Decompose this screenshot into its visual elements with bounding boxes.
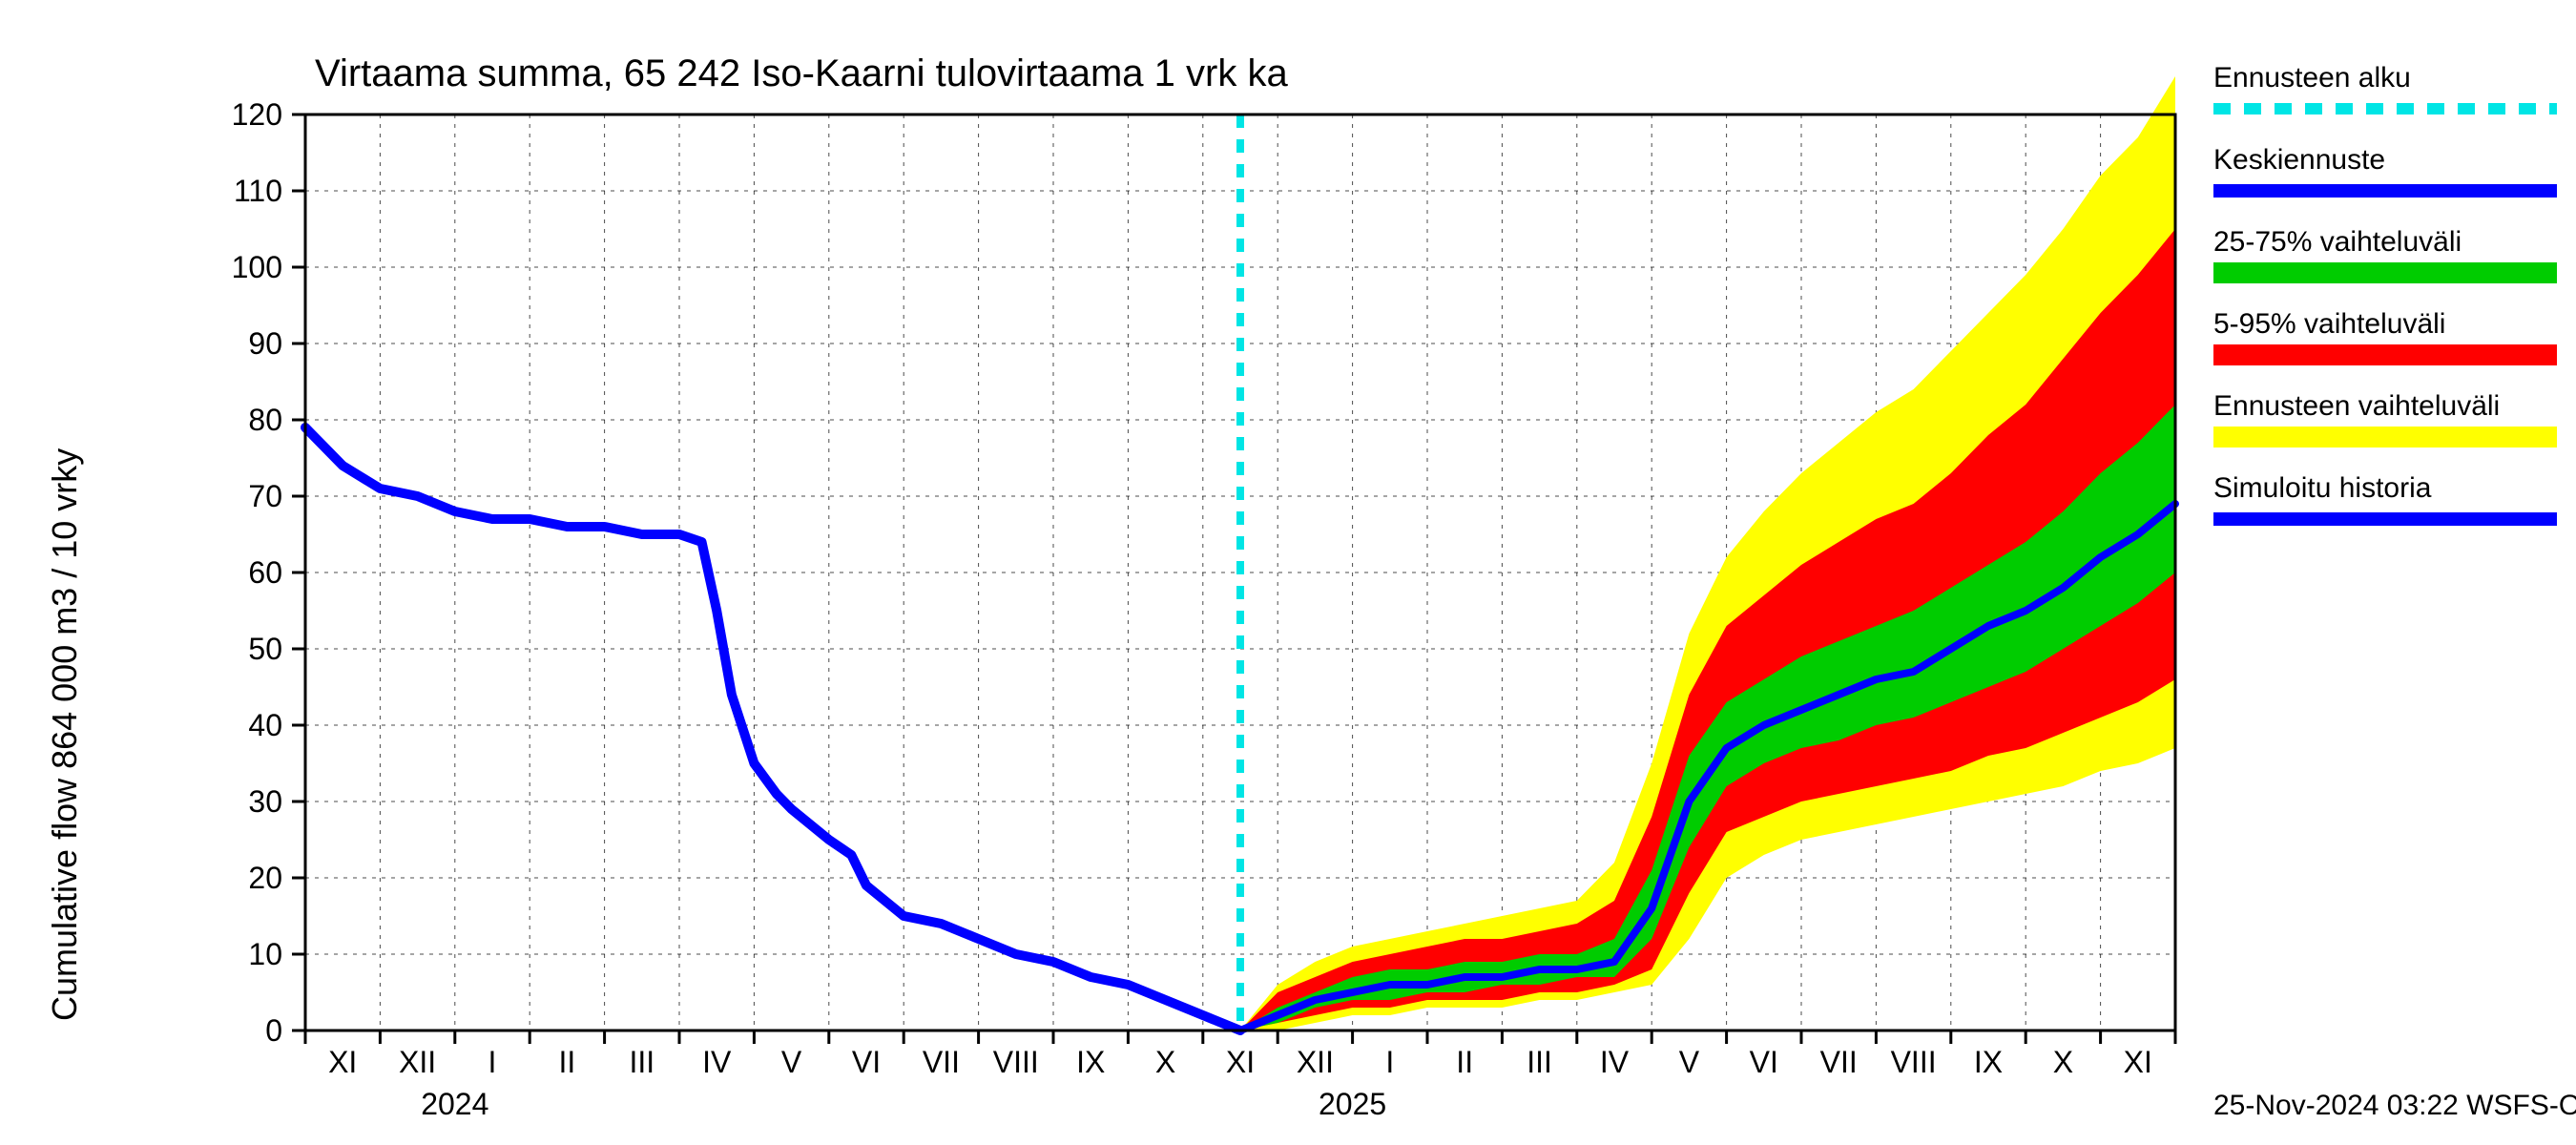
- x-month-label: XII: [1297, 1045, 1334, 1079]
- x-month-label: VIII: [1891, 1045, 1937, 1079]
- x-month-label: IV: [702, 1045, 732, 1079]
- chart-svg: 0102030405060708090100110120XIXIIIIIIIII…: [0, 0, 2576, 1145]
- legend-label: Simuloitu historia: [2213, 472, 2432, 504]
- x-month-label: IX: [1076, 1045, 1105, 1079]
- x-month-label: II: [1456, 1045, 1473, 1079]
- x-month-label: X: [1155, 1045, 1175, 1079]
- x-month-label: V: [1679, 1045, 1700, 1079]
- x-month-label: IV: [1600, 1045, 1630, 1079]
- x-month-label: VII: [1820, 1045, 1858, 1079]
- footer-timestamp: 25-Nov-2024 03:22 WSFS-O: [2213, 1090, 2576, 1121]
- y-tick-label: 60: [248, 555, 282, 590]
- legend-label: Ennusteen vaihteluväli: [2213, 390, 2500, 422]
- cumulative-flow-chart: { "chart": { "type": "fan-chart", "title…: [0, 0, 2576, 1145]
- y-tick-label: 50: [248, 632, 282, 666]
- x-month-label: VIII: [993, 1045, 1039, 1079]
- legend-swatch: [2213, 427, 2557, 448]
- x-month-label: I: [1385, 1045, 1394, 1079]
- legend-label: Keskiennuste: [2213, 144, 2385, 176]
- x-month-label: XII: [399, 1045, 436, 1079]
- x-month-label: IX: [1974, 1045, 2003, 1079]
- y-tick-label: 80: [248, 403, 282, 437]
- x-month-label: VI: [852, 1045, 881, 1079]
- y-tick-label: 110: [234, 174, 282, 208]
- x-month-label: III: [1527, 1045, 1552, 1079]
- x-month-label: XI: [328, 1045, 357, 1079]
- y-tick-label: 40: [248, 708, 282, 742]
- x-month-label: II: [559, 1045, 576, 1079]
- y-tick-label: 0: [265, 1013, 282, 1048]
- y-tick-label: 20: [248, 861, 282, 895]
- legend-swatch: [2213, 262, 2557, 283]
- y-tick-label: 100: [232, 250, 282, 284]
- y-tick-label: 10: [248, 937, 282, 971]
- y-axis-label: Cumulative flow 864 000 m3 / 10 vrky: [45, 448, 84, 1021]
- legend-label: 5-95% vaihteluväli: [2213, 308, 2445, 340]
- y-tick-label: 90: [248, 326, 282, 361]
- x-month-label: III: [629, 1045, 654, 1079]
- x-year-label: 2025: [1319, 1087, 1386, 1121]
- x-month-label: VI: [1750, 1045, 1778, 1079]
- x-month-label: VII: [923, 1045, 960, 1079]
- x-month-label: I: [488, 1045, 497, 1079]
- x-month-label: XI: [1226, 1045, 1255, 1079]
- x-year-label: 2024: [421, 1087, 488, 1121]
- legend-swatch: [2213, 344, 2557, 365]
- legend-label: Ennusteen alku: [2213, 62, 2411, 94]
- x-month-label: XI: [2124, 1045, 2152, 1079]
- legend-label: 25-75% vaihteluväli: [2213, 226, 2462, 258]
- y-tick-label: 30: [248, 784, 282, 819]
- x-month-label: X: [2053, 1045, 2073, 1079]
- x-month-label: V: [781, 1045, 802, 1079]
- y-tick-label: 70: [248, 479, 282, 513]
- y-tick-label: 120: [232, 97, 282, 132]
- chart-title: Virtaama summa, 65 242 Iso-Kaarni tulovi…: [315, 52, 1288, 94]
